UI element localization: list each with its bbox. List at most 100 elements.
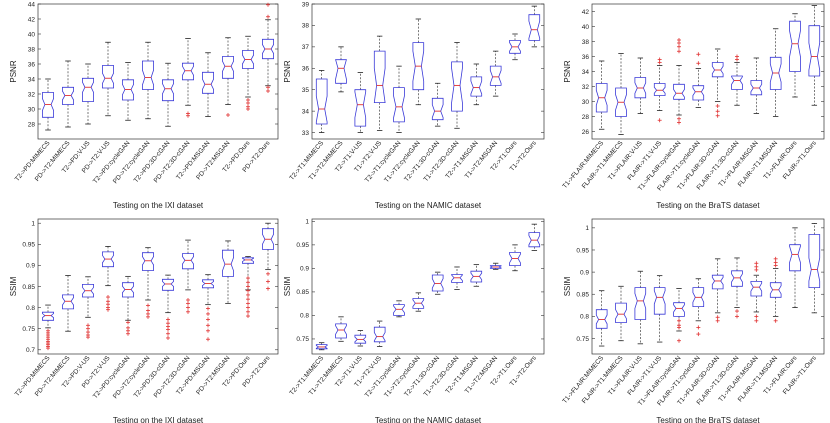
box-1 (595, 60, 608, 130)
outlier (226, 113, 230, 117)
box-7 (161, 62, 175, 127)
box-body (673, 83, 685, 100)
box-1 (42, 78, 54, 131)
box-12 (808, 5, 821, 106)
outlier (754, 267, 759, 272)
outlier (677, 49, 681, 54)
box-body (122, 282, 135, 298)
outlier (266, 89, 270, 93)
box-6 (141, 247, 155, 319)
x-category-label: PD->T2:MIMECS (34, 139, 72, 183)
outlier (677, 338, 681, 343)
box-body (634, 287, 647, 320)
box-2 (615, 285, 627, 342)
outlier (186, 113, 190, 118)
panel-ixi-psnr: 283032343638404244PSNRT2->PD:MIMECSPD->T… (9, 1, 279, 210)
axes-frame (311, 218, 545, 355)
x-category-label: T2->T1:MIMECS (288, 354, 325, 396)
x-category-label: PD->T2:MIMECS (34, 354, 72, 398)
outlier (677, 318, 681, 323)
box-body (634, 77, 647, 99)
outlier (677, 41, 681, 45)
box-body (528, 232, 541, 248)
y-axis-label: PSNR (9, 60, 18, 82)
y-tick-label: 36 (302, 66, 310, 73)
box-8 (181, 38, 195, 118)
outlier (754, 318, 759, 323)
outlier (715, 318, 720, 323)
box-5 (393, 300, 405, 318)
y-tick-label: 26 (582, 129, 590, 136)
box-body (261, 228, 275, 250)
box-6 (692, 52, 705, 108)
box-body (489, 65, 502, 86)
y-tick-label: 0.75 (296, 336, 309, 343)
box-8 (181, 239, 195, 314)
x-category-label: T1->FLAIR:V-US (607, 139, 644, 182)
x-category-label: FLAIR->T1:V-US (626, 139, 663, 182)
y-tick-label: 35 (302, 87, 310, 94)
outlier (715, 315, 720, 320)
box-body (241, 257, 255, 264)
box-body (335, 59, 347, 84)
box-1 (315, 342, 328, 351)
box-3 (82, 276, 94, 340)
box-body (431, 274, 444, 292)
y-tick-label: 28 (582, 114, 590, 121)
box-2 (615, 53, 627, 135)
box-4 (373, 35, 386, 131)
panel-title: Testing on the IXI dataset (113, 416, 204, 423)
box-8 (451, 266, 463, 290)
box-11 (789, 227, 801, 308)
box-12 (261, 2, 275, 93)
box-3 (634, 270, 647, 345)
y-tick-label: 32 (582, 84, 590, 91)
box-4 (102, 246, 114, 312)
box-body (692, 287, 705, 308)
box-body (470, 270, 483, 283)
y-tick-label: 0.85 (576, 292, 589, 299)
box-body (241, 50, 255, 69)
x-category-label: T1->FLAIR:V-US (607, 354, 644, 397)
box-body (62, 294, 74, 310)
box-10 (769, 256, 782, 323)
box-6 (692, 278, 705, 337)
outlier (735, 309, 739, 314)
box-10 (769, 28, 782, 117)
y-tick-label: 28 (28, 121, 36, 128)
box-10 (489, 262, 502, 270)
outlier (206, 306, 210, 311)
outlier (146, 308, 150, 313)
y-tick-label: 0.9 (300, 266, 309, 273)
y-tick-label: 38 (28, 46, 36, 53)
outlier (657, 60, 662, 65)
y-tick-label: 39 (302, 1, 310, 8)
outlier (754, 314, 759, 319)
x-category-label: T2->PD:3D-cGAN (133, 140, 172, 185)
box-body (102, 65, 114, 89)
box-7 (431, 82, 444, 127)
outlier (146, 314, 150, 319)
box-body (141, 60, 155, 90)
box-7 (711, 258, 724, 323)
outlier (246, 292, 250, 297)
outlier (46, 346, 50, 351)
box-8 (451, 42, 463, 129)
panel-ixi-ssim: 0.70.750.80.850.90.951SSIMT2->PD:MIMECSP… (9, 218, 279, 423)
box-body (42, 92, 54, 118)
box-3 (634, 57, 647, 114)
box-12 (528, 223, 541, 251)
outlier (186, 309, 190, 314)
x-category-label: T1->T2:MIMECS (308, 354, 345, 396)
box-body (653, 287, 666, 315)
outlier (266, 85, 270, 90)
y-tick-label: 0.85 (22, 284, 35, 291)
panel-title: Testing on the BraTS dataset (656, 201, 760, 210)
panel-title: Testing on the IXI dataset (113, 201, 204, 210)
x-category-label: T2->T1:3D-cGAN (403, 140, 441, 184)
y-tick-label: 32 (28, 91, 36, 98)
x-category-label: T1->T2:3D-cGAN (423, 355, 461, 399)
box-body (62, 86, 74, 105)
outlier (246, 297, 250, 302)
outlier (246, 284, 250, 289)
